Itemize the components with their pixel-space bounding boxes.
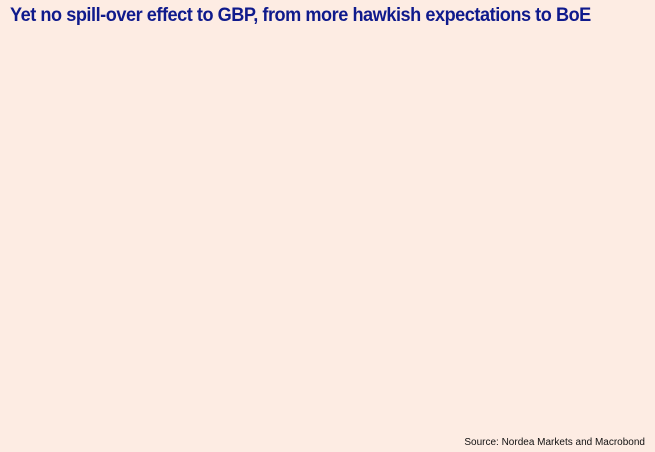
chart-title: Yet no spill-over effect to GBP, from mo… — [10, 4, 591, 26]
source-note: Source: Nordea Markets and Macrobond — [464, 437, 645, 448]
